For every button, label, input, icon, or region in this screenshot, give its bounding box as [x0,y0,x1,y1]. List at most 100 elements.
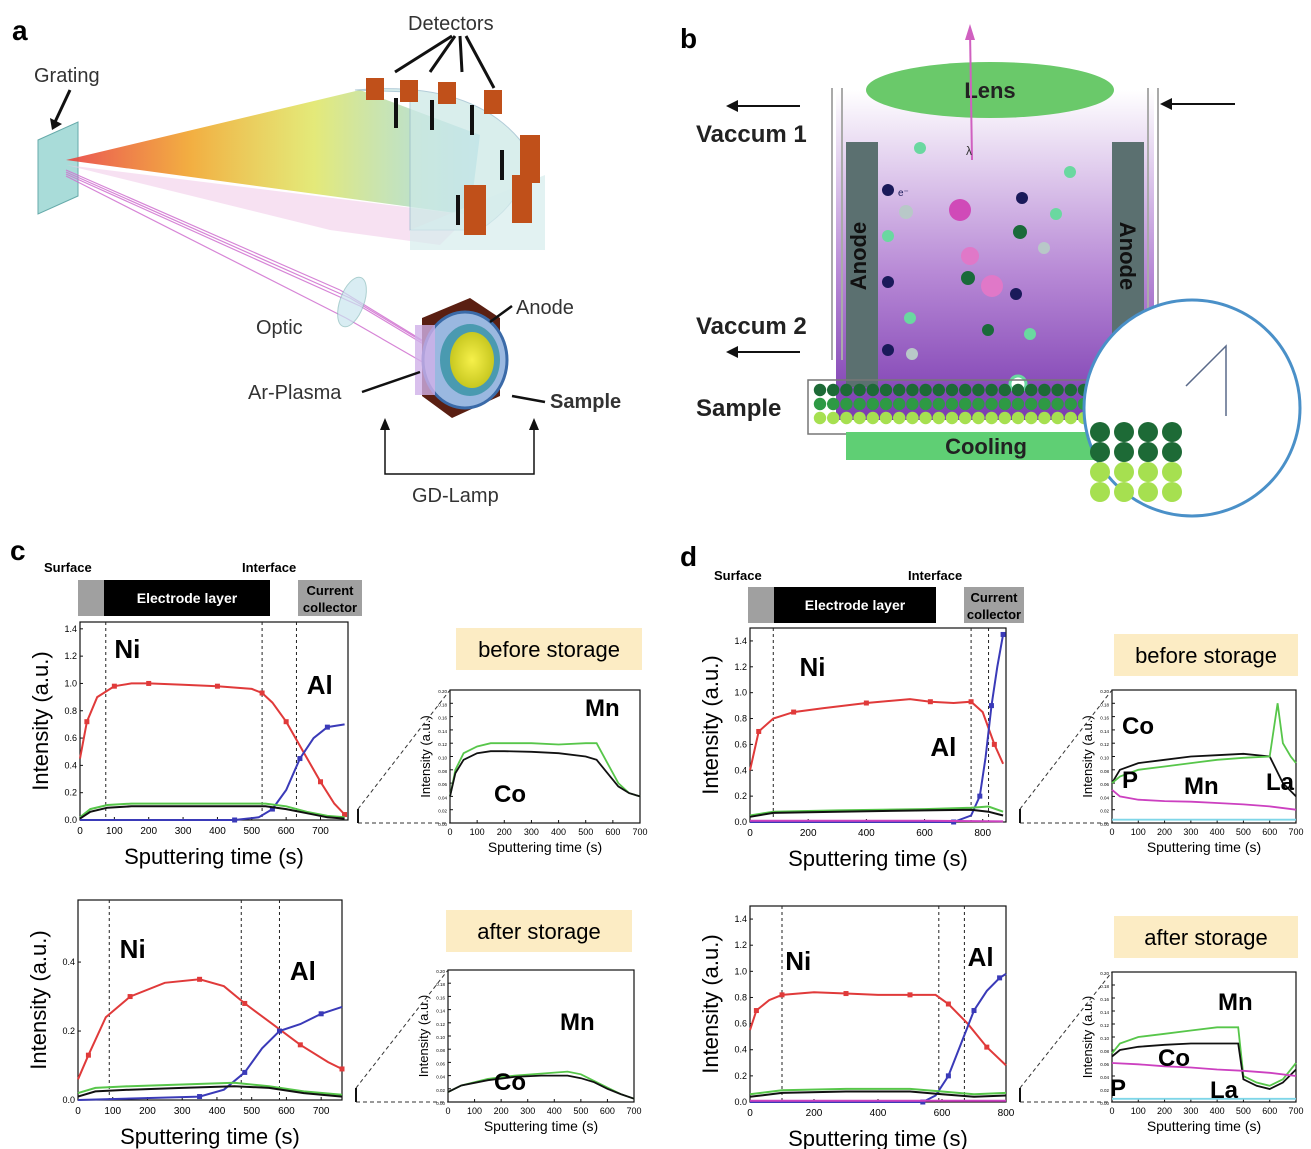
lattice-atom [1051,397,1064,411]
lattice-atom [840,397,853,411]
y-tick-label: 0.00 [436,1101,445,1106]
anode-right-label: Anode [1115,222,1140,290]
lattice-atom [879,383,893,397]
lattice-atom [893,383,906,397]
anode-label: Anode [516,297,574,319]
annotation-al: Al [930,732,956,762]
data-marker-ni [927,699,933,705]
lattice-atom [959,383,972,397]
y-tick-label: 1.4 [734,914,747,924]
lattice-atom [866,383,879,397]
x-tick-label: 300 [175,826,192,837]
data-marker-ni [756,728,762,734]
grating-arrow [53,89,72,123]
magnified-atom [1114,462,1134,482]
optic-lens [337,276,367,328]
y-axis-label: Intensity (a.u.) [418,715,433,797]
y-tick-label: 0.02 [1100,809,1109,814]
lattice-atom [906,397,919,411]
x-tick-label: 600 [278,1106,295,1117]
annotation-co: Co [494,781,526,808]
data-marker-ni [127,994,133,1000]
lattice-atom [985,411,998,425]
y-tick-label: 0.02 [438,809,447,814]
y-tick-label: 1.2 [734,940,747,950]
lattice-atom [1038,397,1051,411]
lattice-atom [1038,383,1051,397]
anode-arrow [489,304,513,324]
cooling-label: Cooling [945,434,1027,459]
panel-a: a Detectors Grating [12,13,621,507]
x-tick-label: 500 [243,1106,260,1117]
x-tick-label: 800 [998,1108,1015,1119]
magnified-atom [1114,442,1134,462]
emission-ray [969,29,973,161]
x-axis-label: Sputtering time (s) [788,1126,968,1149]
lattice-atom [813,383,827,397]
series-line-co [749,1090,1007,1098]
series-line-co [749,808,1004,818]
magnified-atom [1138,462,1158,482]
data-marker-ni [339,1066,345,1072]
x-tick-label: 400 [209,1106,226,1117]
chart-c-bot-main: 0 100 200 300 400 500 600 700 0.0 0.2 0.4 Sputterin… [26,899,345,1149]
zoom-line-top [355,969,449,1089]
y-tick-label: 0.2 [62,1026,75,1036]
annotation-ni: Ni [799,652,825,682]
y-tick-label: 0.4 [62,957,75,967]
x-tick-label: 300 [1183,1106,1198,1116]
y-tick-label: 0.8 [734,714,747,724]
lattice-atom [932,383,945,397]
x-tick-label: 400 [858,828,875,839]
x-tick-label: 0 [447,827,452,837]
y-tick-label: 0.14 [438,729,447,734]
sample-label-a: Sample [550,391,621,413]
y-tick-label: 0.08 [1100,1049,1109,1054]
series-line-ni [79,682,346,816]
lattice-atom [998,397,1011,411]
lattice-atom [985,383,998,397]
series-line-mn [1111,1026,1297,1087]
annotation-mn: Mn [560,1009,595,1036]
x-tick-label: 600 [278,826,295,837]
y-tick-label: 1.4 [734,636,747,646]
chart-d-bot-inset: 0 100 200 300 400 500 600 700 0.00 0.02 0.04 0.06 0.… [1019,916,1304,1134]
y-tick-label: 0.20 [436,969,445,974]
lens-label: Lens [964,78,1015,103]
annotation-mn: Mn [1184,773,1219,800]
y-tick-label: 0.08 [436,1048,445,1053]
series-line-co [1111,752,1297,798]
x-tick-label: 0 [747,828,753,839]
x-tick-label: 700 [1288,1106,1303,1116]
data-marker-ni [242,1000,248,1006]
magnified-atom [1162,442,1182,462]
annotation-co: Co [1158,1045,1190,1072]
series-line-ni [749,991,1007,1067]
inlet-arrowhead [1160,98,1172,110]
y-tick-label: 0.06 [438,782,447,787]
y-axis-label: Intensity (a.u.) [698,655,723,794]
data-marker-ni [214,683,220,689]
x-tick-label: 500 [1236,827,1251,837]
series-line-co [79,805,345,820]
sample-label-b: Sample [696,395,781,422]
ar-plasma-label: Ar-Plasma [248,382,342,404]
series-line-mn [449,742,641,798]
lattice-atom [972,411,985,425]
lattice-atom [972,397,985,411]
x-tick-label: 300 [1183,827,1198,837]
lattice-atom [866,397,879,411]
magnified-atom [1090,422,1110,442]
data-marker-ni [297,1042,303,1048]
x-tick-label: 700 [632,827,647,837]
gd-lamp-bracket [384,426,535,475]
x-tick-label: 500 [578,827,593,837]
annotation-mn: Mn [1218,989,1253,1016]
x-tick-label: 0 [75,1106,81,1117]
y-tick-label: 0.16 [438,716,447,721]
y-tick-label: 0.16 [1100,716,1109,721]
lattice-atom [1064,411,1078,425]
chart-c-top-main: Surface Interface Electrode layer Current co… [28,560,362,869]
y-tick-label: 0.04 [1100,795,1109,800]
series-line-p [1111,789,1297,811]
